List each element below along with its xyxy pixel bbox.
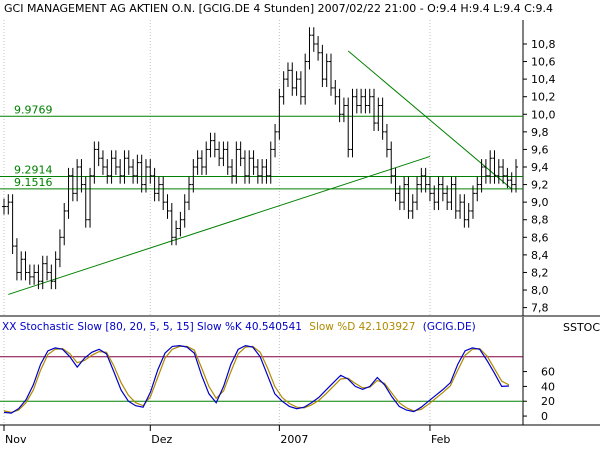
- price-level-label: 9.1516: [14, 176, 53, 189]
- price-panel: GCI MANAGEMENT AG AKTIEN O.N. [GCIG.DE 4…: [0, 2, 556, 316]
- price-y-tick-label: 9,2: [531, 179, 549, 192]
- stochastic-title: XX Stochastic Slow [80, 20, 5, 5, 15] Sl…: [2, 321, 476, 333]
- price-y-tick-label: 10,8: [531, 38, 556, 51]
- price-y-tick-label: 8,0: [531, 284, 549, 297]
- price-y-tick-label: 10,0: [531, 108, 556, 121]
- stochastic-plot-area: [0, 317, 523, 425]
- price-plot-area: [0, 20, 523, 316]
- stochastic-panel: XX Stochastic Slow [80, 20, 5, 5, 15] Sl…: [0, 317, 600, 425]
- x-axis-tick-label: Nov: [5, 433, 27, 446]
- price-level-label: 9.9769: [14, 103, 53, 116]
- stochastic-y-tick-label: 20: [541, 395, 555, 408]
- price-y-tick-label: 9,8: [531, 126, 549, 139]
- stochastic-series: [3, 344, 510, 414]
- price-y-tick-label: 8,8: [531, 214, 549, 227]
- price-trendlines: [8, 50, 513, 295]
- price-bars: [2, 27, 518, 290]
- price-y-tick-label: 10,6: [531, 56, 556, 69]
- stochastic-title-k: XX Stochastic Slow [80, 20, 5, 5, 15] Sl…: [2, 321, 302, 333]
- stochastic-y-tick-label: 60: [541, 366, 555, 379]
- x-axis: Nov Dez 2007 Feb: [3, 425, 450, 446]
- price-y-tick-label: 9,4: [531, 161, 549, 174]
- price-y-axis: 10,8 10,6 10,4 10,2 10,0 9,8 9,6 9,4 9,2 9,0 8,8 8,…: [523, 38, 556, 315]
- price-y-tick-label: 10,4: [531, 73, 556, 86]
- price-chart-title: GCI MANAGEMENT AG AKTIEN O.N. [GCIG.DE 4…: [4, 2, 553, 15]
- stochastic-title-d: Slow %D 42.103927: [309, 321, 415, 333]
- stochastic-series-line: [3, 345, 510, 414]
- x-axis-tick-label: Feb: [431, 433, 450, 446]
- price-y-tick-label: 8,6: [531, 231, 549, 244]
- price-y-tick-label: 8,4: [531, 249, 549, 262]
- price-level-label: 9.2914: [14, 164, 53, 177]
- price-trendline: [347, 50, 513, 190]
- stochastic-right-label: SSTOC: [563, 321, 600, 334]
- price-y-tick-label: 8,2: [531, 266, 549, 279]
- stochastic-title-symbol: (GCIG.DE): [423, 321, 476, 333]
- stochastic-series-line: [3, 344, 510, 414]
- price-trendline: [8, 155, 431, 295]
- stochastic-y-tick-label: 40: [541, 380, 555, 393]
- price-y-tick-label: 10,2: [531, 91, 556, 104]
- price-y-tick-label: 9,0: [531, 196, 549, 209]
- stochastic-gridlines: [3, 332, 431, 424]
- x-axis-tick-label: Dez: [151, 433, 172, 446]
- x-axis-tick-label: 2007: [280, 433, 308, 446]
- price-y-tick-label: 7,8: [531, 302, 549, 315]
- stochastic-y-tick-label: 0: [541, 410, 548, 423]
- price-y-tick-label: 9,6: [531, 143, 549, 156]
